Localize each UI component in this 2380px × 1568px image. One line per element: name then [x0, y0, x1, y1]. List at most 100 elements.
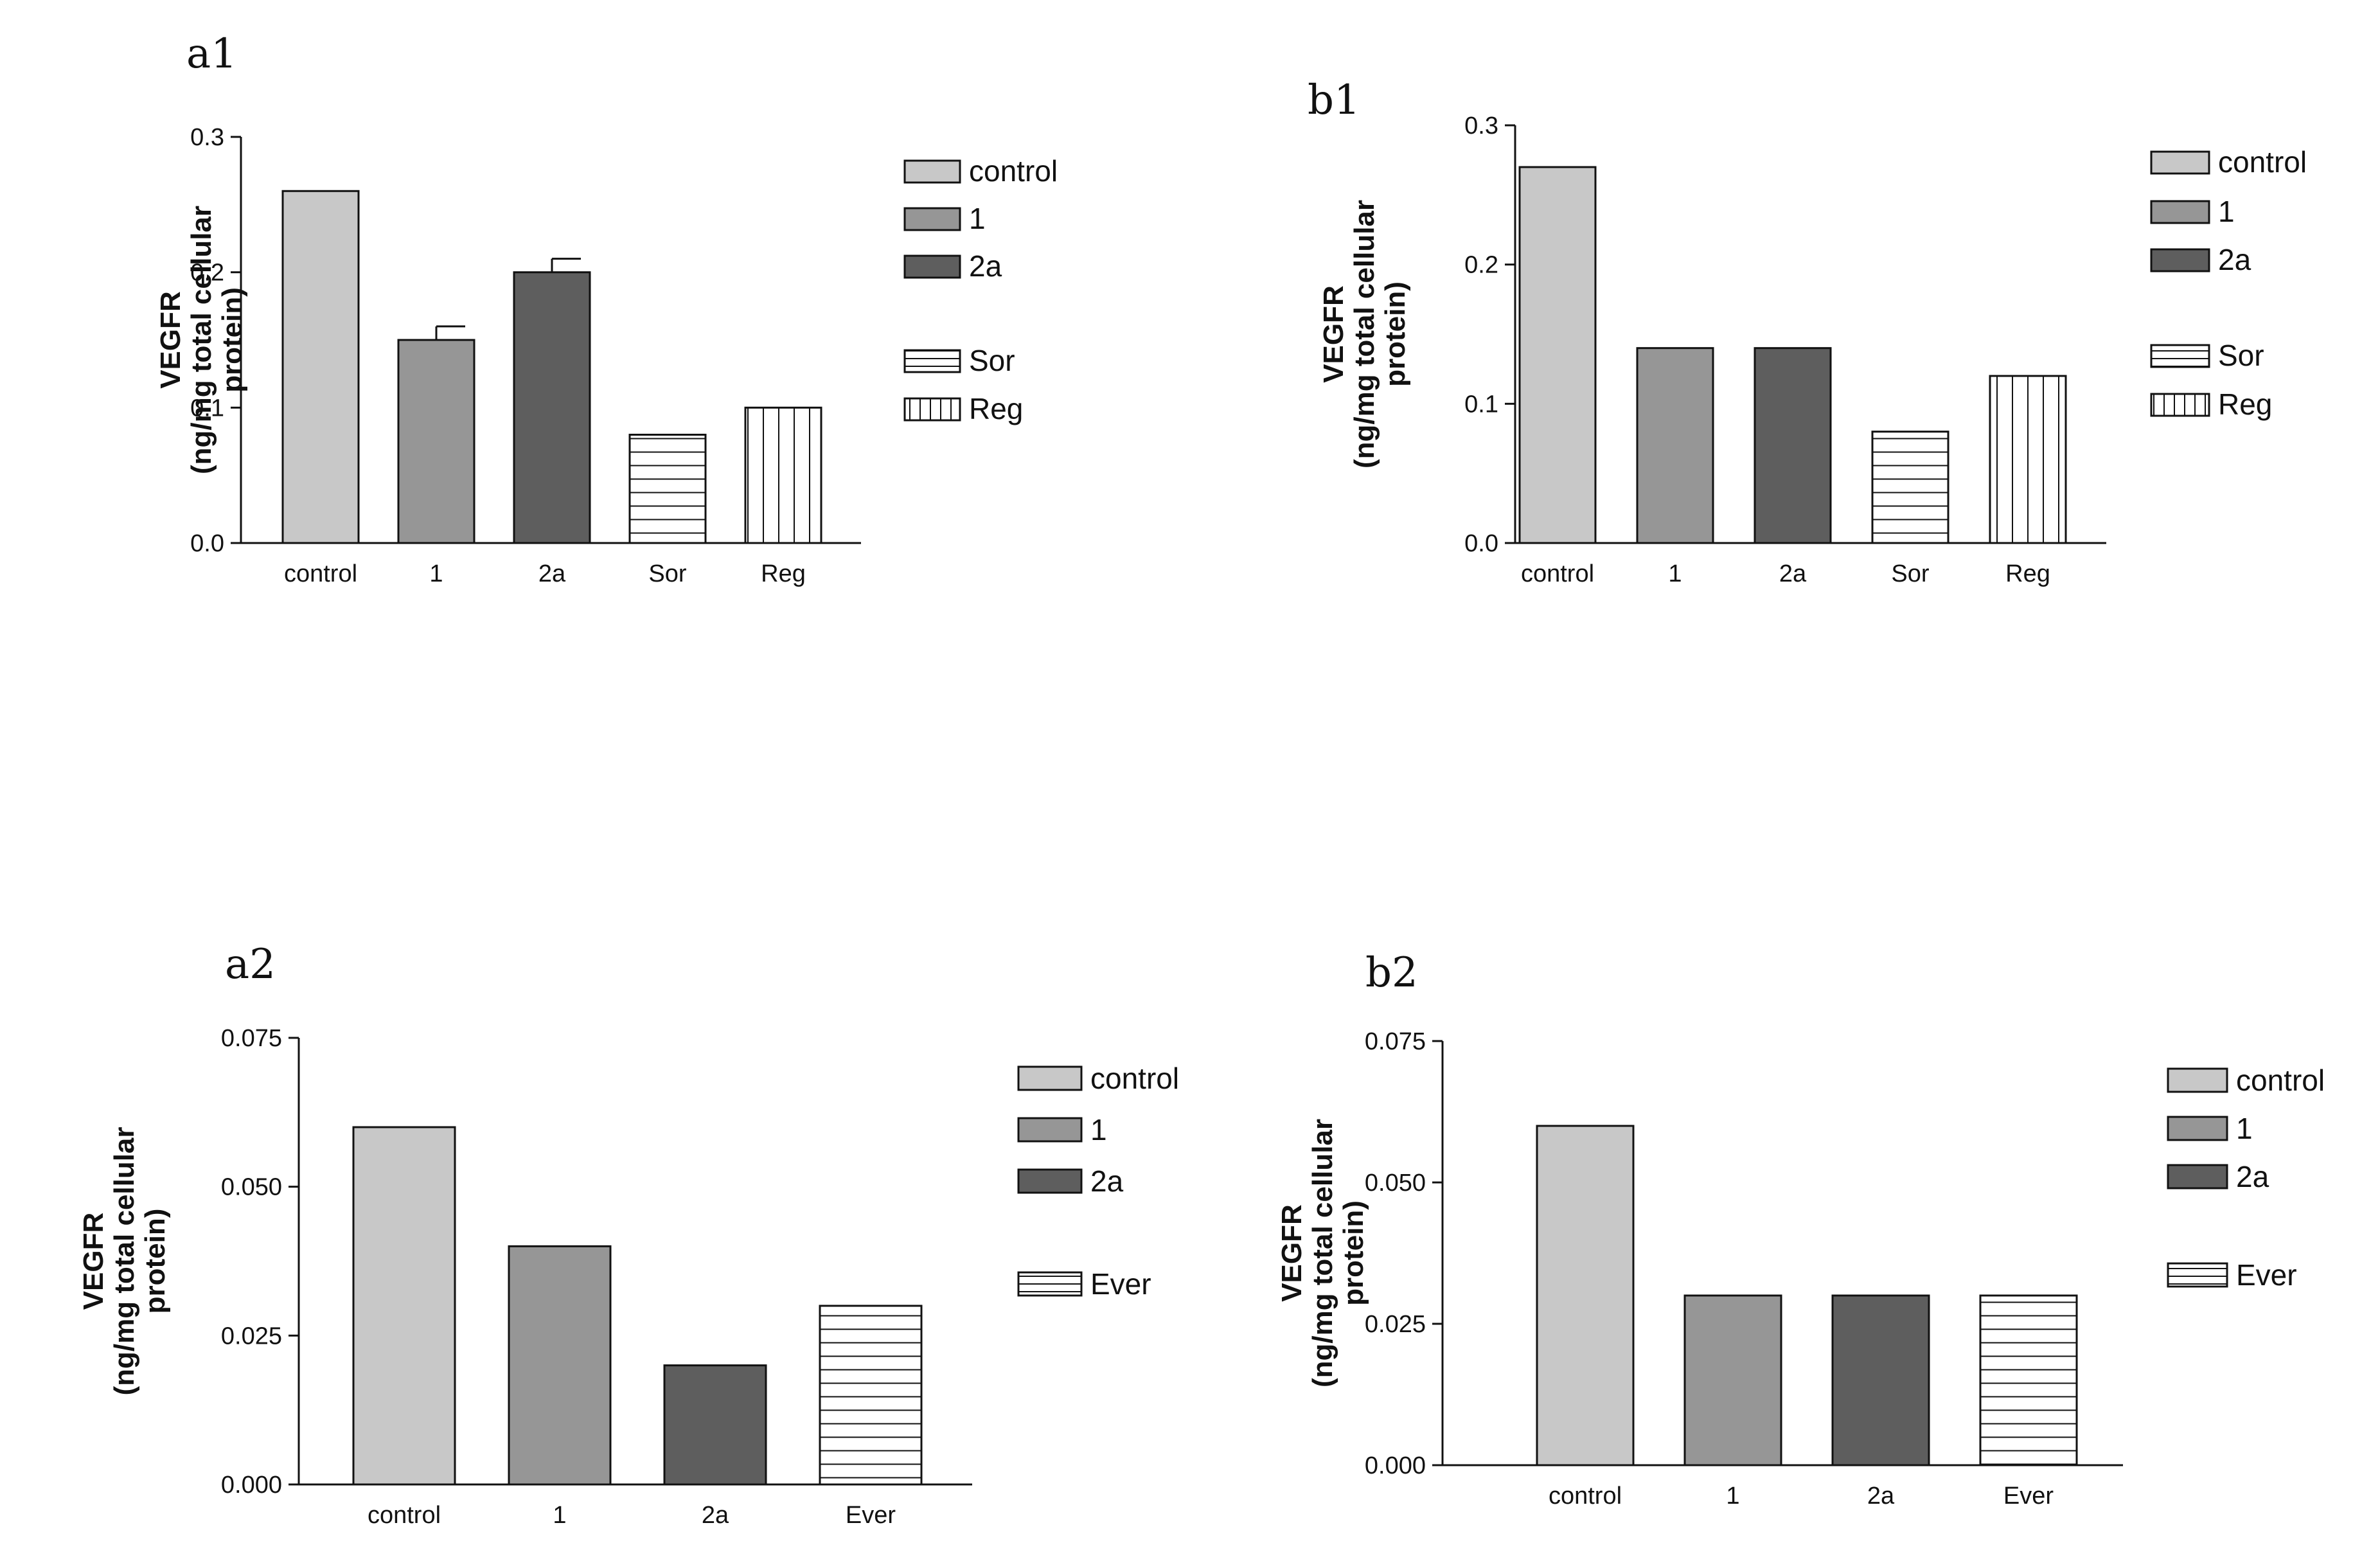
y-tick-label: 0.075: [1365, 1028, 1426, 1055]
x-tick-label: 2a: [702, 1502, 729, 1529]
y-tick-label: 0.050: [1365, 1170, 1426, 1197]
y-tick-label: 0.0: [1464, 530, 1498, 557]
y-axis-label: (ng/mg total cellular: [1307, 1119, 1338, 1387]
y-tick-label: 0.0: [190, 530, 224, 557]
bar-Ever: [1979, 1294, 2078, 1466]
legend-label: 2a: [2236, 1160, 2269, 1193]
y-tick-label: 0.000: [221, 1472, 282, 1499]
x-tick-label: 1: [1668, 560, 1682, 587]
legend-label: 1: [1090, 1113, 1107, 1146]
legend-swatch: [2150, 248, 2210, 272]
legend-label: 2a: [1090, 1164, 1124, 1198]
legend-label: 1: [969, 202, 986, 235]
legend-label: Reg: [969, 392, 1023, 425]
y-tick-label: 0.075: [221, 1025, 282, 1052]
legend-swatch: [903, 397, 961, 422]
chart-b1: b1 0.0 0.1 0.2 0.3 VEGFR (ng/mg total cellular…: [1308, 76, 2307, 587]
chart-a2: a2 0.000 0.025 0.050 0.075 VEGFR (ng/mg total …: [78, 941, 1179, 1529]
y-axis-label: VEGFR: [1276, 1204, 1308, 1302]
legend-label: 1: [2218, 195, 2235, 228]
y-tick-label: 0.2: [190, 260, 224, 287]
legend-swatch: [1017, 1117, 1083, 1143]
x-tick-label: 2a: [1779, 560, 1807, 587]
x-tick-label: Reg: [761, 560, 806, 587]
legend-label: control: [2218, 145, 2307, 179]
legend-swatch: [2150, 344, 2210, 368]
y-axis-label: VEGFR: [1318, 285, 1349, 383]
legend-swatch: [2167, 1262, 2228, 1288]
y-tick-label: 0.000: [1365, 1452, 1426, 1479]
bar-2a: [513, 271, 591, 544]
bar-2a: [663, 1364, 767, 1486]
legend-label: Sor: [2218, 339, 2264, 372]
x-tick-label: Sor: [648, 560, 686, 587]
legend-swatch: [903, 254, 961, 279]
bar-Reg: [744, 406, 822, 544]
bar-control: [352, 1126, 456, 1486]
bar-control: [281, 190, 360, 544]
x-tick-label: Ever: [2003, 1483, 2054, 1510]
y-tick-label: 0.3: [190, 124, 224, 151]
bar-control: [1536, 1125, 1635, 1466]
bar-Ever: [819, 1305, 923, 1486]
y-axis-label: (ng/mg total cellular: [1349, 200, 1380, 468]
legend-label: 2a: [969, 249, 1002, 283]
y-axis-label: protein): [1380, 281, 1411, 387]
legend-label: 1: [2236, 1112, 2253, 1145]
legend-swatch: [2150, 393, 2210, 417]
legend-swatch: [903, 349, 961, 373]
panel-label: a2: [225, 941, 276, 988]
x-tick-label: Reg: [2005, 560, 2050, 587]
legend-label: 2a: [2218, 243, 2251, 276]
x-tick-label: control: [1521, 560, 1594, 587]
bar-1: [1683, 1294, 1782, 1466]
y-axis-label: protein): [139, 1209, 171, 1314]
bar-control: [1518, 166, 1597, 544]
bar-Sor: [628, 433, 707, 544]
legend-label: Reg: [2218, 388, 2272, 421]
x-tick-label: control: [284, 560, 357, 587]
y-tick-label: 0.3: [1464, 112, 1498, 139]
bar-1: [508, 1245, 612, 1486]
y-tick-label: 0.025: [1365, 1311, 1426, 1338]
chart-b2: b2 0.000 0.025 0.050 0.075 VEGFR (ng/mg total …: [1276, 949, 2325, 1510]
legend-swatch: [2167, 1067, 2228, 1093]
panel-label: b1: [1308, 76, 1360, 124]
y-tick-label: 0.1: [1464, 391, 1498, 418]
y-tick-label: 0.2: [1464, 252, 1498, 279]
legend-swatch: [2150, 150, 2210, 175]
legend-swatch: [903, 207, 961, 231]
y-axis-label: (ng/mg total cellular: [186, 206, 217, 474]
legend-swatch: [1017, 1065, 1083, 1091]
y-axis-label: VEGFR: [78, 1213, 109, 1310]
y-tick-label: 0.025: [221, 1323, 282, 1350]
x-tick-label: 2a: [1867, 1483, 1895, 1510]
x-tick-label: 2a: [538, 560, 566, 587]
x-tick-label: 1: [553, 1502, 566, 1529]
legend-swatch: [1017, 1168, 1083, 1194]
legend-swatch: [2167, 1116, 2228, 1141]
legend-label: control: [969, 154, 1058, 188]
bar-Reg: [1989, 375, 2067, 544]
legend-label: Ever: [1090, 1267, 1151, 1301]
y-axis-label: VEGFR: [155, 291, 186, 389]
bar-2a: [1831, 1294, 1930, 1466]
y-axis-label: protein): [217, 287, 248, 393]
bar-1: [1636, 347, 1714, 544]
x-tick-label: 1: [429, 560, 443, 587]
bar-2a: [1754, 347, 1832, 544]
legend-swatch: [2167, 1164, 2228, 1189]
panel-label: b2: [1365, 949, 1418, 997]
legend-label: Ever: [2236, 1258, 2297, 1292]
bar-Sor: [1871, 431, 1949, 544]
legend-swatch: [2150, 200, 2210, 224]
x-tick-label: Sor: [1891, 560, 1929, 587]
legend-label: control: [1090, 1062, 1179, 1095]
bar-1: [397, 339, 475, 544]
x-tick-label: control: [1549, 1483, 1622, 1510]
chart-a1: a1 0.0 0.1 0.2 0.3 VEGFR (ng/mg total cellular…: [155, 30, 1058, 587]
panel-label: a1: [186, 30, 237, 78]
y-tick-label: 0.050: [221, 1174, 282, 1201]
x-tick-label: Ever: [846, 1502, 896, 1529]
